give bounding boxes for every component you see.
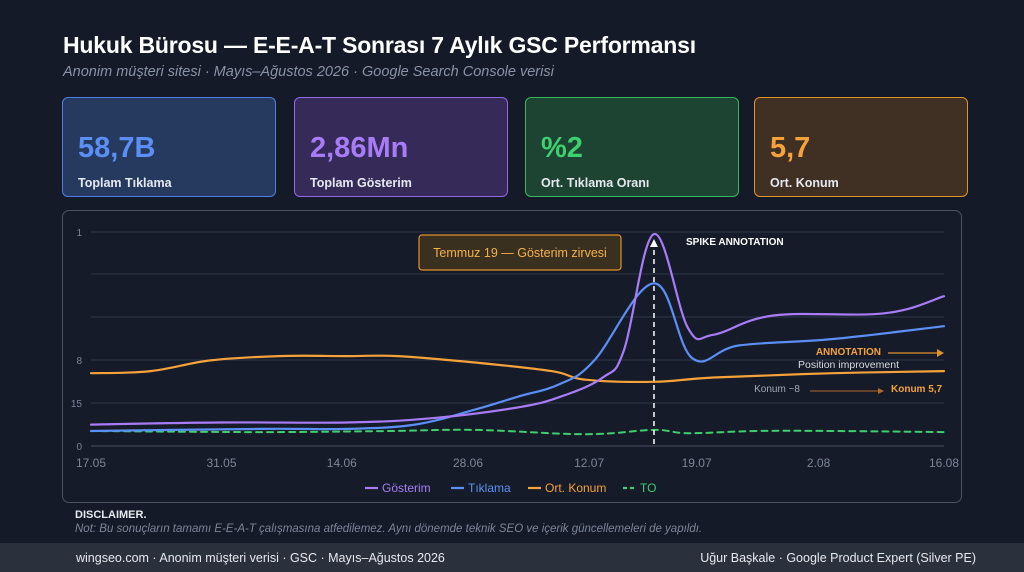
kpi-value: 2,86Mn: [310, 132, 409, 164]
x-tick-label: 12.07: [574, 456, 604, 470]
legend-label: TO: [640, 481, 656, 495]
kpi-value: 5,7: [770, 132, 811, 164]
kpi-label: Toplam Tıklama: [78, 176, 172, 190]
footer-source: wingseo.com · Anonim müşteri verisi · GS…: [76, 551, 445, 565]
disclaimer-text: Not: Bu sonuçların tamamı E-E-A-T çalışm…: [75, 523, 703, 535]
series-line-ort-konum: [89, 354, 946, 384]
kpi-label: Ort. Konum: [770, 176, 839, 190]
kpi-card-impressions: 2,86Mn Toplam Gösterim: [294, 97, 508, 197]
konum-after-label: Konum 5,7: [891, 384, 943, 395]
kpi-card-ctr: %2 Ort. Tıklama Oranı: [525, 97, 739, 197]
annotation-subtitle: Position improvement: [798, 359, 899, 371]
disclaimer-heading: DISCLAIMER.: [75, 509, 147, 521]
x-tick-label: 19.07: [682, 456, 712, 470]
x-tick-label: 31.05: [206, 456, 236, 470]
footer: wingseo.com · Anonim müşteri verisi · GS…: [0, 543, 1024, 572]
legend-label: Ort. Konum: [545, 481, 606, 495]
series-line-g-sterim: [89, 233, 946, 426]
annotation-arrow-head: [937, 349, 944, 357]
spike-annotation-label: SPIKE ANNOTATION: [686, 237, 784, 248]
x-tick-label: 2.08: [807, 456, 831, 470]
kpi-value: %2: [541, 132, 583, 164]
spike-arrow-head: [649, 239, 658, 247]
page-title: Hukuk Bürosu — E-E-A-T Sonrası 7 Aylık G…: [63, 32, 696, 58]
series-line-t-klama: [89, 282, 946, 433]
y-tick-label: 8: [76, 356, 82, 367]
legend-label: Tıklama: [468, 481, 511, 495]
kpi-label: Ort. Tıklama Oranı: [541, 176, 650, 190]
spike-callout-text: Temmuz 19 — Gösterim zirvesi: [433, 246, 607, 260]
series-line-to: [90, 428, 945, 436]
konum-before-label: Konum ~8: [754, 384, 800, 395]
y-tick-label: 0: [76, 442, 82, 453]
legend-label: Gösterim: [382, 481, 431, 495]
kpi-label: Toplam Gösterim: [310, 176, 412, 190]
annotation-title: ANNOTATION: [816, 347, 881, 358]
kpi-value: 58,7B: [78, 132, 156, 164]
kpi-card-clicks: 58,7B Toplam Tıklama: [62, 97, 276, 197]
footer-author: Uğur Başkale · Google Product Expert (Si…: [700, 551, 976, 565]
x-tick-label: 28.06: [453, 456, 483, 470]
spike-callout-box: [418, 234, 622, 271]
x-tick-label: 14.06: [327, 456, 357, 470]
x-tick-label: 17.05: [76, 456, 106, 470]
x-tick-label: 16.08: [929, 456, 959, 470]
page-subtitle: Anonim müşteri sitesi · Mayıs–Ağustos 20…: [63, 64, 554, 80]
y-tick-label: 15: [71, 399, 83, 410]
y-tick-label: 1: [76, 228, 82, 239]
kpi-card-position: 5,7 Ort. Konum: [754, 97, 968, 197]
konum-arrow-head: [878, 388, 884, 394]
